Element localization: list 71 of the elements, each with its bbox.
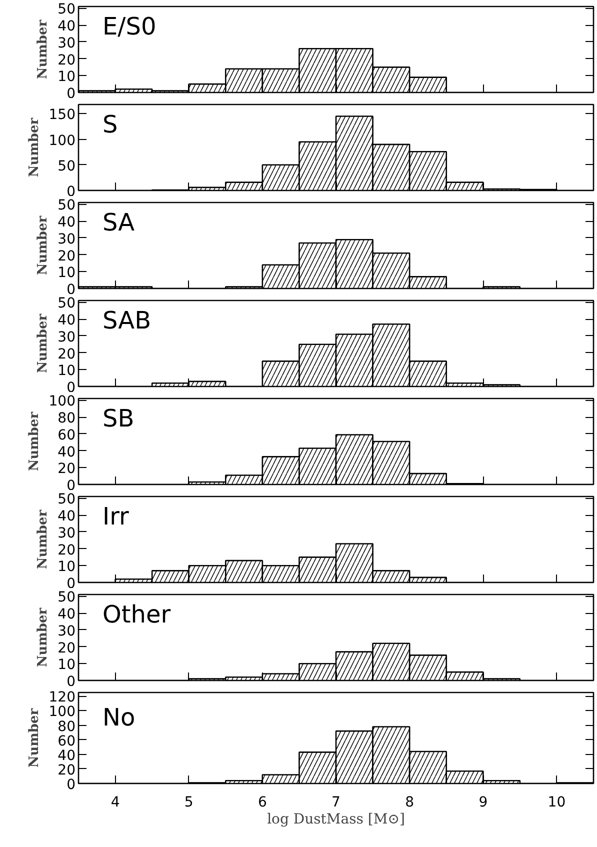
y-tick-label: 30 (58, 329, 76, 346)
x-tick-label: 4 (110, 794, 120, 810)
y-tick-label: 100 (48, 394, 76, 410)
x-tick-label: 9 (478, 794, 488, 810)
x-tick-label: 8 (405, 794, 414, 810)
x-tick-label: 7 (332, 794, 340, 810)
y-tick-label: 50 (58, 158, 76, 174)
y-tick-label: 50 (58, 590, 76, 606)
y-tick-label: 0 (66, 576, 76, 592)
y-tick-label: 100 (48, 132, 76, 149)
y-tick-label: 40 (58, 214, 76, 231)
x-tick-label: 6 (258, 794, 267, 810)
y-tick-label: 60 (58, 733, 76, 750)
y-axis-title: Number (26, 118, 42, 178)
y-axis-title: Number (36, 20, 51, 80)
y-tick-label: 20 (58, 542, 76, 558)
y-tick-label: 20 (58, 461, 76, 478)
y-tick-label: 0 (66, 380, 76, 396)
y-tick-label: 50 (58, 296, 76, 312)
y-axis-title: Number (36, 216, 51, 276)
y-tick-label: 40 (58, 508, 76, 525)
y-tick-label: 20 (58, 52, 76, 68)
y-tick-label: 150 (48, 107, 76, 124)
y-tick-label: 0 (66, 184, 76, 200)
y-tick-label: 60 (58, 427, 76, 444)
y-tick-label: 40 (58, 312, 76, 329)
y-axis-title: Number (36, 314, 51, 374)
y-tick-label: 10 (58, 559, 76, 576)
y-tick-label: 30 (58, 231, 76, 248)
y-tick-label: 10 (58, 657, 76, 674)
y-tick-label: 20 (58, 762, 76, 778)
y-tick-label: 10 (58, 265, 76, 282)
y-tick-label: 0 (66, 777, 76, 793)
y-tick-label: 10 (58, 363, 76, 380)
y-axis-title: Number (26, 708, 42, 768)
y-tick-label: 120 (48, 690, 76, 706)
y-tick-label: 80 (58, 718, 76, 735)
y-tick-label: 20 (58, 346, 76, 362)
text: No (102, 704, 136, 732)
y-tick-label: 20 (58, 248, 76, 264)
y-tick-label: 0 (66, 674, 76, 690)
y-tick-label: 0 (66, 282, 76, 298)
y-tick-label: 0 (66, 86, 76, 102)
chart-title: E/S0 (102, 12, 156, 40)
y-tick-label: 50 (58, 2, 76, 18)
y-tick-label: 30 (58, 35, 76, 52)
y-axis-title: Number (36, 608, 51, 668)
x-tick-label: 10 (548, 794, 566, 810)
x-axis-title: log DustMass [M⊙] (267, 812, 405, 828)
x-tick-label: 5 (184, 794, 194, 810)
y-tick-label: 40 (58, 444, 76, 460)
y-axis-title: Number (36, 510, 51, 570)
y-tick-label: 30 (58, 525, 76, 542)
y-tick-label: 40 (58, 606, 76, 623)
y-tick-label: 30 (58, 623, 76, 640)
y-tick-label: 10 (58, 69, 76, 86)
y-tick-label: 0 (66, 478, 76, 494)
y-tick-label: 80 (58, 410, 76, 427)
y-axis-title: Number (26, 412, 42, 472)
chart-title: S (102, 110, 118, 138)
y-tick-label: 40 (58, 18, 76, 35)
y-tick-label: 50 (58, 198, 76, 214)
chart-title: Other (102, 600, 171, 628)
y-tick-label: 50 (58, 492, 76, 508)
chart-title: SA (102, 208, 136, 236)
chart-title: SAB (102, 306, 152, 334)
chart-title: SB (102, 404, 134, 432)
y-tick-label: 40 (58, 748, 76, 764)
chart-title: Irr (102, 502, 130, 530)
y-tick-label: 20 (58, 640, 76, 656)
y-tick-label: 100 (48, 704, 76, 720)
